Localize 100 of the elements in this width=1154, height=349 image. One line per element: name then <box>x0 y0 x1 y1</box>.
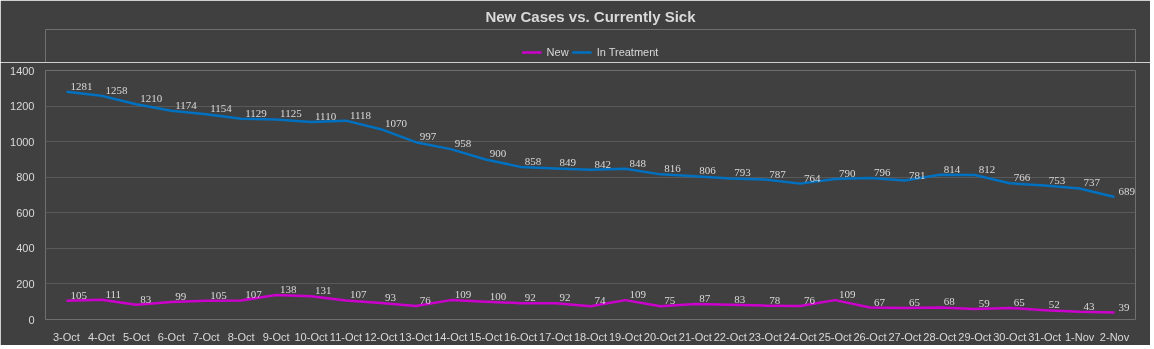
legend-label: In Treatment <box>596 46 659 58</box>
x-tick-label: 22-Oct <box>713 330 747 343</box>
x-tick-label: 11-Oct <box>329 330 363 343</box>
x-tick-label: 16-Oct <box>504 330 538 343</box>
data-label: 87 <box>699 292 711 305</box>
x-tick-label: 30-Oct <box>993 330 1027 343</box>
data-label: 1129 <box>245 106 268 119</box>
data-label: 997 <box>419 130 437 143</box>
data-label: 796 <box>873 165 891 178</box>
data-label: 43 <box>1083 299 1096 312</box>
y-tick-label: 200 <box>16 277 35 290</box>
data-label: 99 <box>175 289 187 302</box>
data-label: 105 <box>210 288 228 301</box>
x-tick-label: 28-Oct <box>923 330 957 343</box>
data-label: 1125 <box>280 107 303 120</box>
x-tick-label: 15-Oct <box>469 330 503 343</box>
data-label: 737 <box>1083 176 1101 189</box>
chart-title: New Cases vs. Currently Sick <box>485 7 697 25</box>
data-label: 83 <box>140 292 152 305</box>
data-label: 689 <box>1118 184 1136 197</box>
x-tick-label: 3-Oct <box>53 330 80 343</box>
data-label: 806 <box>699 164 717 177</box>
data-label: 764 <box>804 171 822 184</box>
y-tick-label: 400 <box>16 242 35 255</box>
y-tick-label: 1400 <box>10 64 35 77</box>
data-label: 849 <box>559 156 577 169</box>
y-tick-label: 800 <box>16 171 35 184</box>
data-label: 76 <box>419 293 432 306</box>
data-label: 74 <box>594 294 606 307</box>
data-label: 1154 <box>210 102 233 115</box>
data-label: 753 <box>1048 173 1066 186</box>
x-tick-label: 25-Oct <box>818 330 852 343</box>
data-label: 59 <box>978 297 991 310</box>
data-label: 75 <box>664 294 676 307</box>
data-label: 1110 <box>315 110 337 123</box>
x-tick-label: 6-Oct <box>157 330 185 343</box>
data-label: 111 <box>105 287 122 300</box>
data-label: 858 <box>524 154 542 167</box>
data-label: 842 <box>594 157 611 170</box>
x-tick-label: 4-Oct <box>87 330 115 343</box>
data-label: 1070 <box>384 117 408 130</box>
x-tick-label: 27-Oct <box>888 330 922 343</box>
x-tick-label: 31-Oct <box>1028 330 1062 343</box>
data-label: 1281 <box>70 79 93 92</box>
data-label: 958 <box>454 137 472 150</box>
x-tick-label: 21-Oct <box>678 330 712 343</box>
data-label: 790 <box>839 166 857 179</box>
data-label: 814 <box>943 162 961 175</box>
data-label: 900 <box>489 147 507 160</box>
data-label: 109 <box>454 288 472 301</box>
data-label: 107 <box>349 288 367 301</box>
data-label: 105 <box>70 288 88 301</box>
data-label: 131 <box>315 284 332 297</box>
x-tick-label: 10-Oct <box>294 330 328 343</box>
x-tick-label: 19-Oct <box>608 330 642 343</box>
data-label: 787 <box>769 167 787 180</box>
data-label: 93 <box>384 290 397 303</box>
data-label: 92 <box>559 291 571 304</box>
x-tick-label: 17-Oct <box>539 330 573 343</box>
x-tick-label: 24-Oct <box>783 330 817 343</box>
data-label: 766 <box>1013 171 1031 184</box>
data-label: 816 <box>664 162 682 175</box>
data-label: 78 <box>769 293 781 306</box>
data-label: 65 <box>908 295 921 308</box>
data-label: 812 <box>978 163 996 176</box>
data-label: 109 <box>839 288 857 301</box>
x-tick-label: 26-Oct <box>853 330 887 343</box>
x-tick-label: 18-Oct <box>573 330 608 343</box>
data-label: 109 <box>629 288 647 301</box>
data-label: 781 <box>908 168 926 181</box>
x-tick-label: 14-Oct <box>434 330 468 343</box>
x-tick-label: 20-Oct <box>643 330 677 343</box>
data-label: 92 <box>524 291 536 304</box>
data-label: 1174 <box>175 98 198 111</box>
data-label: 1258 <box>105 83 128 96</box>
x-tick-label: 8-Oct <box>227 330 255 343</box>
legend-label: New <box>546 46 569 58</box>
line-series <box>65 293 1116 314</box>
y-tick-label: 1000 <box>10 135 35 148</box>
data-label: 65 <box>1013 295 1026 308</box>
x-tick-label: 23-Oct <box>748 330 782 343</box>
data-label: 68 <box>943 295 956 308</box>
data-label: 848 <box>629 156 647 169</box>
x-tick-label: 1-Nov <box>1064 330 1095 343</box>
data-label: 83 <box>734 292 746 305</box>
data-label: 52 <box>1048 298 1060 311</box>
x-tick-label: 7-Oct <box>192 330 220 343</box>
x-tick-label: 13-Oct <box>399 330 433 343</box>
data-label: 67 <box>873 295 886 308</box>
data-label: 100 <box>489 289 507 302</box>
y-tick-label: 1200 <box>10 100 35 113</box>
data-label: 793 <box>734 166 752 179</box>
x-tick-label: 9-Oct <box>262 330 290 343</box>
x-tick-label: 12-Oct <box>364 330 398 343</box>
x-tick-label: 29-Oct <box>958 330 992 343</box>
data-label: 39 <box>1118 300 1131 313</box>
data-label: 138 <box>280 282 298 295</box>
data-label: 1210 <box>140 92 163 105</box>
y-tick-label: 0 <box>28 313 35 326</box>
data-label: 76 <box>804 293 816 306</box>
